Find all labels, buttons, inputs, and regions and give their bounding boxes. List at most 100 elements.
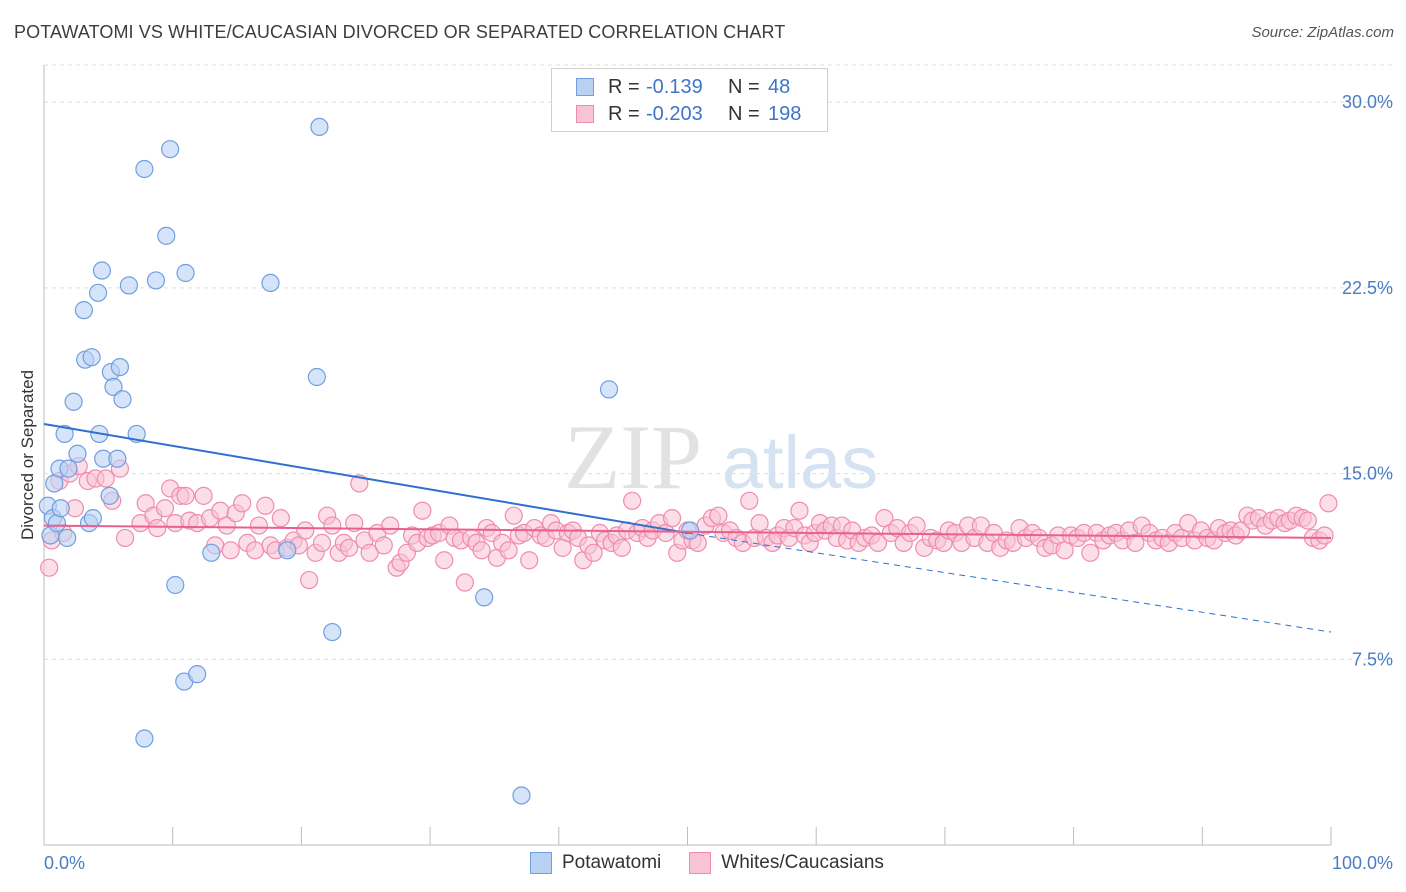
- point-whites: [504, 506, 523, 525]
- point-whites: [1298, 511, 1317, 530]
- watermark: ZIP atlas: [564, 406, 878, 508]
- point-potawatomi: [680, 521, 700, 540]
- point-potawatomi: [475, 588, 494, 607]
- y-tick-label: 22.5%: [1342, 278, 1393, 298]
- point-potawatomi: [47, 513, 66, 533]
- legend-label-potawatomi: Potawatomi: [562, 852, 662, 873]
- r-label: R =: [608, 75, 640, 98]
- whites-swatch: [576, 105, 594, 123]
- point-potawatomi: [113, 390, 132, 409]
- legend-row-potawatomi: R = -0.139 N = 48: [576, 74, 790, 100]
- point-potawatomi: [88, 283, 108, 302]
- point-potawatomi: [146, 271, 166, 290]
- trendline-potawatomi-extension: [687, 532, 1332, 633]
- point-potawatomi: [83, 509, 103, 528]
- point-potawatomi: [161, 140, 180, 159]
- point-whites: [271, 509, 290, 528]
- point-potawatomi: [599, 380, 619, 399]
- point-whites: [176, 486, 195, 505]
- point-potawatomi: [82, 348, 101, 367]
- y-axis-label: Divorced or Separated: [18, 369, 37, 541]
- point-whites: [96, 469, 115, 488]
- point-whites: [221, 541, 240, 560]
- point-potawatomi: [323, 622, 342, 642]
- point-whites: [1319, 494, 1338, 513]
- point-potawatomi: [92, 261, 112, 280]
- point-whites: [155, 499, 175, 518]
- point-whites: [339, 538, 359, 557]
- legend-row-whites: R = -0.203 N = 198: [576, 101, 801, 127]
- point-whites: [194, 486, 213, 505]
- x-tick-labels: 0.0% 100.0%: [44, 853, 1393, 873]
- watermark-zip: ZIP: [564, 406, 702, 508]
- legend-item-potawatomi[interactable]: Potawatomi: [530, 852, 661, 874]
- x-tick-label: 0.0%: [44, 853, 85, 873]
- point-potawatomi: [157, 226, 176, 245]
- point-potawatomi: [55, 424, 74, 444]
- point-potawatomi: [51, 499, 70, 518]
- point-whites: [115, 528, 135, 548]
- watermark-atlas: atlas: [722, 421, 878, 504]
- point-potawatomi: [100, 486, 119, 505]
- point-potawatomi: [278, 541, 297, 560]
- point-whites: [296, 521, 315, 540]
- point-potawatomi: [135, 159, 154, 179]
- point-whites: [350, 474, 369, 493]
- point-potawatomi: [307, 367, 326, 387]
- source-credit: Source: ZipAtlas.com: [1251, 24, 1394, 41]
- point-whites: [233, 494, 252, 513]
- series-legend: Potawatomi Whites/Caucasians: [530, 852, 912, 874]
- y-tick-label: 7.5%: [1352, 649, 1393, 669]
- r-value: -0.139: [646, 75, 703, 98]
- point-potawatomi: [64, 392, 83, 411]
- trendline-whites: [43, 524, 1332, 539]
- point-whites: [1081, 543, 1100, 562]
- axes: [43, 65, 1332, 846]
- point-potawatomi: [176, 263, 195, 283]
- point-whites: [472, 541, 491, 560]
- gridlines: [44, 64, 1392, 660]
- point-whites: [584, 543, 603, 562]
- potawatomi-swatch: [576, 78, 594, 96]
- potawatomi-swatch: [530, 852, 552, 874]
- point-potawatomi: [202, 543, 221, 562]
- legend-label-whites: Whites/Caucasians: [721, 852, 884, 873]
- point-whites: [1126, 533, 1145, 553]
- n-value: 48: [768, 75, 791, 98]
- point-potawatomi: [310, 117, 329, 137]
- point-potawatomi: [104, 377, 123, 397]
- legend-item-whites[interactable]: Whites/Caucasians: [689, 852, 884, 874]
- y-tick-label: 15.0%: [1342, 464, 1393, 484]
- correlation-legend: R = -0.139 N = 48 R = -0.203 N = 198: [551, 68, 828, 132]
- point-whites: [312, 533, 332, 553]
- point-potawatomi: [68, 444, 87, 463]
- point-potawatomi: [110, 357, 130, 377]
- point-whites: [499, 541, 518, 560]
- point-potawatomi: [166, 575, 185, 595]
- trendlines: [43, 423, 1332, 633]
- point-whites: [413, 501, 432, 520]
- trendline-potawatomi: [43, 423, 688, 534]
- n-label: N =: [728, 75, 760, 98]
- potawatomi-points: [38, 117, 700, 805]
- point-whites: [381, 516, 400, 535]
- whites-swatch: [689, 852, 712, 874]
- point-whites: [245, 541, 265, 560]
- point-potawatomi: [74, 301, 93, 320]
- point-whites: [907, 516, 926, 535]
- point-potawatomi: [108, 449, 127, 468]
- point-whites: [148, 518, 167, 538]
- r-value: -0.203: [646, 102, 703, 125]
- point-whites: [40, 558, 59, 577]
- n-value: 198: [768, 102, 802, 125]
- point-whites: [612, 538, 631, 557]
- y-tick-labels: 7.5% 15.0% 22.5% 30.0%: [1342, 92, 1393, 669]
- point-whites: [217, 516, 236, 535]
- point-whites: [662, 509, 682, 528]
- point-whites: [455, 573, 474, 592]
- point-whites: [435, 551, 454, 570]
- n-label: N =: [728, 102, 760, 125]
- point-whites: [790, 501, 809, 520]
- point-whites: [360, 543, 379, 562]
